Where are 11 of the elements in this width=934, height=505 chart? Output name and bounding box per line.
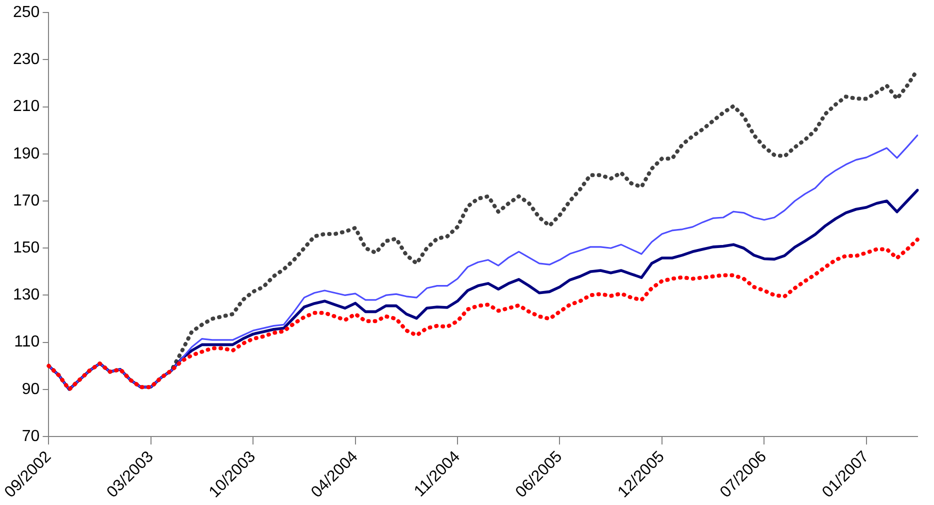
y-tick-label: 70 — [22, 428, 40, 445]
y-tick-label: 90 — [22, 380, 40, 398]
y-tick-label: 150 — [12, 240, 40, 257]
y-tick-label: 190 — [12, 145, 40, 162]
y-tick-label: 250 — [12, 4, 40, 22]
y-tick-label: 130 — [12, 286, 40, 304]
y-tick-label: 170 — [12, 192, 40, 210]
y-tick-label: 230 — [12, 51, 40, 68]
line-series — [46, 238, 920, 392]
y-tick-label: 110 — [14, 334, 40, 351]
y-tick-label: 210 — [12, 98, 40, 116]
